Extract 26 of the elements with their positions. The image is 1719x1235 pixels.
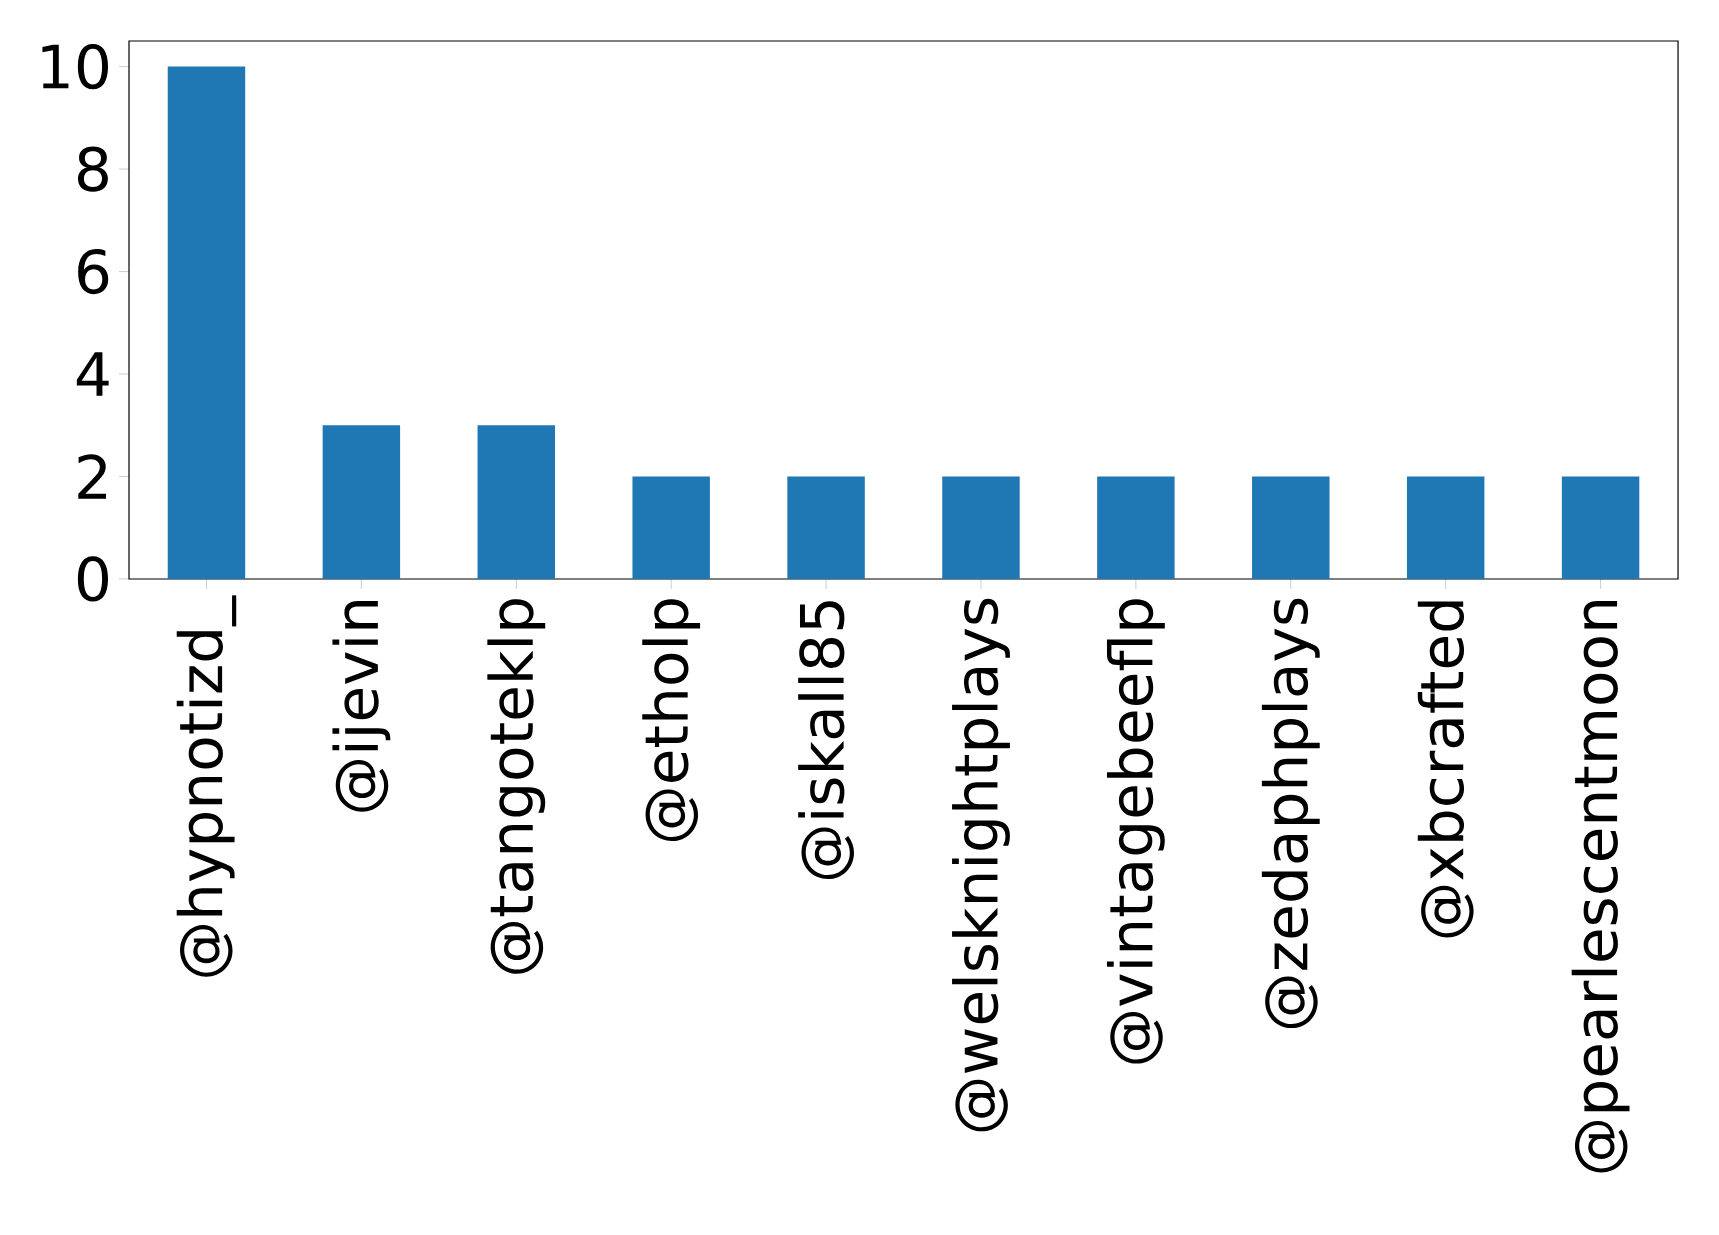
bar [1097, 476, 1175, 579]
bar [942, 476, 1020, 579]
bar [1561, 476, 1640, 579]
y-tick-label: 0 [77, 556, 108, 602]
bar [167, 66, 246, 579]
bar [632, 476, 710, 579]
y-tick-label: 4 [76, 352, 109, 396]
bar [1252, 476, 1330, 579]
y-tick-label: 8 [78, 146, 108, 192]
x-tick-label: @tangoteklp [487, 599, 546, 974]
y-tick-label: 2 [78, 454, 106, 499]
x-tick-label: @etholp [642, 599, 701, 842]
x-tick-label: @vintagebeeflp [1106, 599, 1165, 1064]
y-tick-label: 6 [78, 248, 109, 295]
bar [322, 425, 401, 579]
y-tick-label: 10 [42, 43, 108, 90]
x-tick-label: @welsknightplays [952, 598, 1010, 1132]
x-tick-label: @iskall85 [798, 601, 854, 880]
bar [787, 476, 865, 579]
x-tick-label: @hypnotizd_ [176, 595, 237, 977]
x-tick-label: @zedaphplays [1261, 598, 1320, 1029]
x-tick-label: @ijevin [332, 601, 391, 812]
x-tick-label: @pearlescentmoon [1571, 601, 1630, 1173]
x-tick-label: @xbcrafted [1417, 601, 1474, 938]
bar [1406, 476, 1485, 579]
bar [477, 425, 555, 579]
